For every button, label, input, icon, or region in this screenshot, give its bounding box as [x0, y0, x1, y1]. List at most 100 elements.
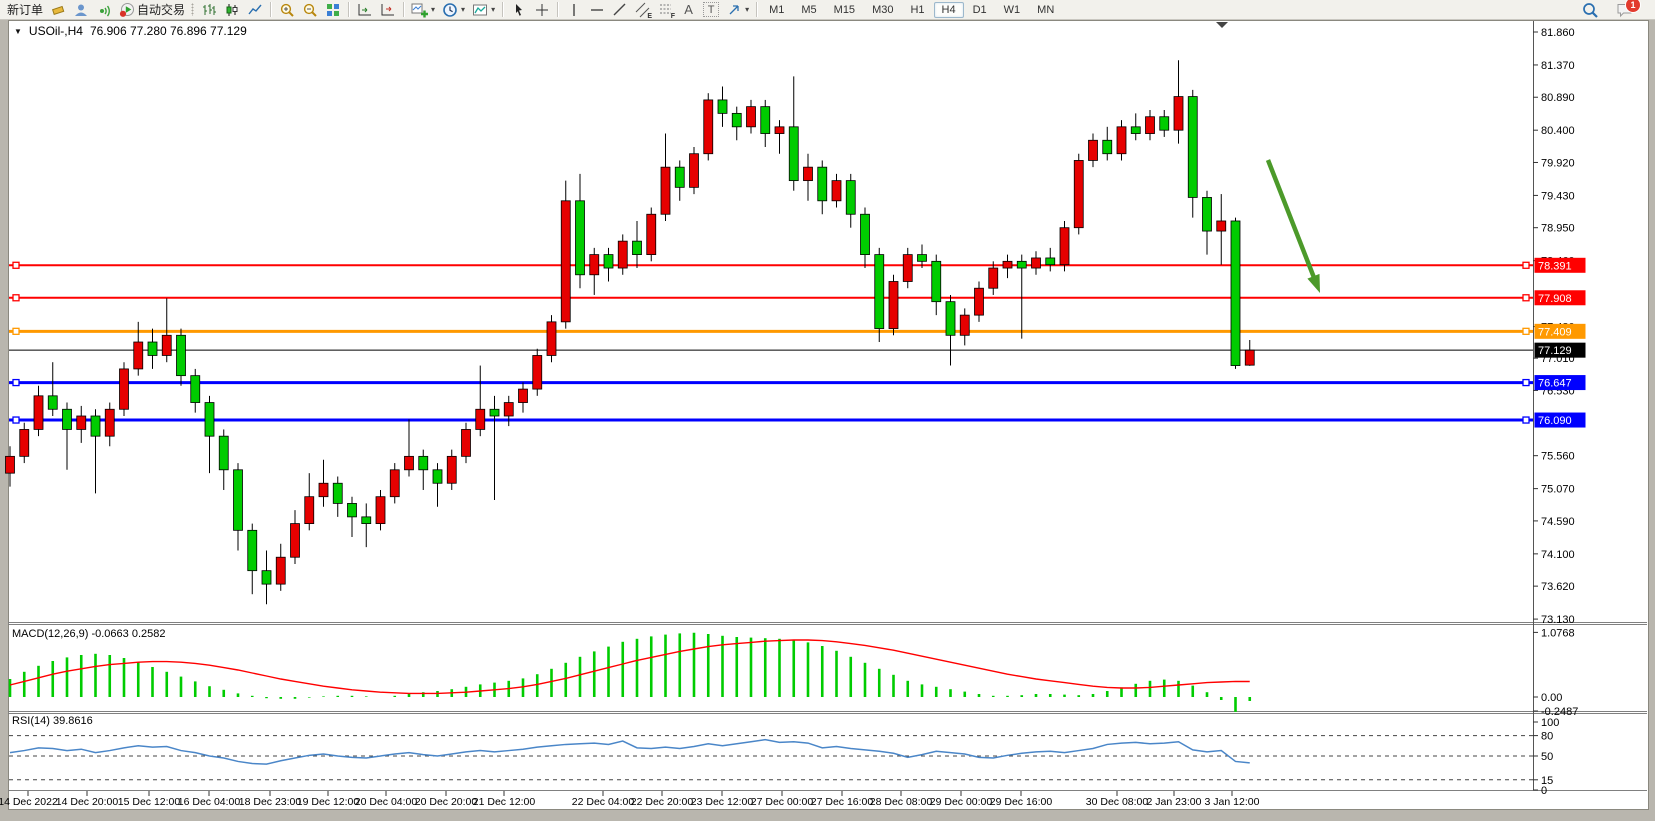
line-anchor[interactable] [1522, 261, 1530, 269]
text-tool[interactable]: A [677, 1, 700, 18]
timeframe-button-m30[interactable]: M30 [872, 3, 894, 16]
line-anchor[interactable] [12, 261, 20, 269]
tile-windows-button[interactable] [321, 1, 344, 18]
community-button[interactable] [69, 1, 92, 18]
zoom-in-button[interactable] [275, 1, 298, 18]
notifications-button[interactable]: 1 [1616, 0, 1641, 18]
rsi-axis-label: 100 [1541, 717, 1559, 729]
brush-button[interactable] [46, 1, 69, 18]
line-anchor[interactable] [1522, 294, 1530, 302]
chart-shift-button[interactable] [376, 1, 399, 18]
line-anchor[interactable] [12, 327, 20, 335]
templates-button[interactable]: ▾ [468, 1, 498, 18]
arrows-tool[interactable]: ▾ [722, 1, 752, 18]
fibonacci-icon: F [657, 2, 675, 20]
candle-body [446, 455, 457, 484]
bar-chart-button[interactable] [197, 1, 220, 18]
line-anchor[interactable] [12, 378, 20, 387]
channel-tool[interactable]: E [631, 1, 654, 20]
chart-window [8, 20, 1649, 810]
candle-body [90, 415, 101, 437]
horizontal-line-tool[interactable] [585, 1, 608, 18]
candle-body [902, 254, 913, 282]
chevron-down-icon[interactable]: ▾ [431, 5, 436, 14]
text-label-tool[interactable]: T [700, 1, 722, 18]
new-order-label: 新订单 [7, 3, 44, 17]
time-tick-label: 20 Dec 04:00 [355, 796, 418, 808]
fibonacci-tool[interactable]: F [654, 1, 677, 20]
text-label-icon: T [703, 2, 720, 17]
add-indicator-button[interactable]: ▾ [408, 1, 438, 18]
candle-body [62, 408, 72, 430]
candle-body [931, 260, 942, 303]
candle-body [1230, 220, 1241, 366]
candle-body [475, 408, 486, 430]
timeframe-button-w1[interactable]: W1 [1003, 3, 1021, 16]
autotrade-button[interactable]: 自动交易 [115, 1, 188, 18]
trendline-tool[interactable] [608, 1, 631, 18]
annotation-arrow-shaft[interactable] [1265, 159, 1317, 281]
rsi-axis-label: 50 [1541, 751, 1553, 763]
candle-body [1116, 126, 1127, 155]
periods-button[interactable]: ▾ [438, 1, 468, 18]
annotation-arrow-head[interactable] [1307, 273, 1320, 293]
candle-body [361, 516, 372, 524]
search-icon[interactable] [1581, 2, 1598, 18]
candle-body [204, 402, 215, 437]
candle-body [703, 99, 714, 155]
line-anchor[interactable] [1522, 416, 1530, 424]
rsi-axis-label: 0 [1541, 785, 1547, 797]
time-tick-label: 14 Dec 20:00 [56, 796, 119, 808]
collapse-icon[interactable]: ▼ [14, 26, 22, 36]
timeframe-button-h1[interactable]: H1 [910, 3, 925, 16]
candlestick-button[interactable] [220, 1, 243, 18]
rsi-axis-label: 80 [1541, 731, 1553, 743]
candle-body [247, 529, 258, 572]
candle-body [1002, 260, 1013, 269]
time-tick-label: 29 Dec 16:00 [990, 796, 1053, 808]
timeframe-button-mn[interactable]: MN [1037, 3, 1055, 16]
line-anchor[interactable] [12, 416, 20, 424]
chevron-down-icon[interactable]: ▾ [745, 5, 750, 14]
line-chart-button[interactable] [243, 1, 266, 18]
candle-body [532, 355, 543, 390]
candle-body [1187, 96, 1198, 198]
zoom-out-icon [301, 2, 318, 18]
candle-body [788, 126, 799, 182]
candle-body [461, 429, 471, 457]
line-anchor[interactable] [1522, 327, 1530, 335]
candle-body [489, 408, 500, 417]
signal-button[interactable] [92, 1, 115, 18]
chevron-down-icon[interactable]: ▾ [461, 5, 466, 14]
candle-body [290, 523, 300, 558]
timeframe-button-m15[interactable]: M15 [833, 3, 856, 16]
timeframe-button-d1[interactable]: D1 [972, 3, 987, 16]
timeframe-button-h4[interactable]: H4 [933, 1, 964, 18]
candle-body [375, 496, 386, 524]
auto-scroll-button[interactable] [353, 1, 376, 18]
zoom-out-button[interactable] [298, 1, 321, 18]
svg-text:77.409: 77.409 [1538, 326, 1572, 338]
crosshair-button[interactable] [530, 1, 553, 18]
time-tick-label: 18 Dec 23:00 [239, 796, 302, 808]
line-anchor[interactable] [1522, 378, 1530, 387]
vertical-line-tool[interactable] [562, 1, 585, 18]
candle-body [774, 126, 785, 134]
candle-body [1073, 160, 1084, 229]
brush-icon [49, 2, 66, 18]
templates-icon [471, 2, 488, 18]
candle-body [104, 408, 115, 437]
price-tag-76.090: 76.090 [1534, 412, 1586, 428]
timeframe-button-m5[interactable]: M5 [801, 3, 817, 16]
cursor-button[interactable] [507, 1, 530, 18]
price-tag-77.409: 77.409 [1534, 323, 1586, 339]
notification-badge: 1 [1625, 0, 1641, 13]
time-tick-label: 19 Dec 12:00 [297, 796, 360, 808]
price-tick-label: 73.620 [1541, 581, 1575, 593]
line-anchor[interactable] [12, 294, 20, 302]
new-order-button[interactable]: 新订单 [4, 1, 46, 18]
chevron-down-icon[interactable]: ▾ [491, 5, 496, 14]
timeframe-button-m1[interactable]: M1 [769, 3, 785, 16]
